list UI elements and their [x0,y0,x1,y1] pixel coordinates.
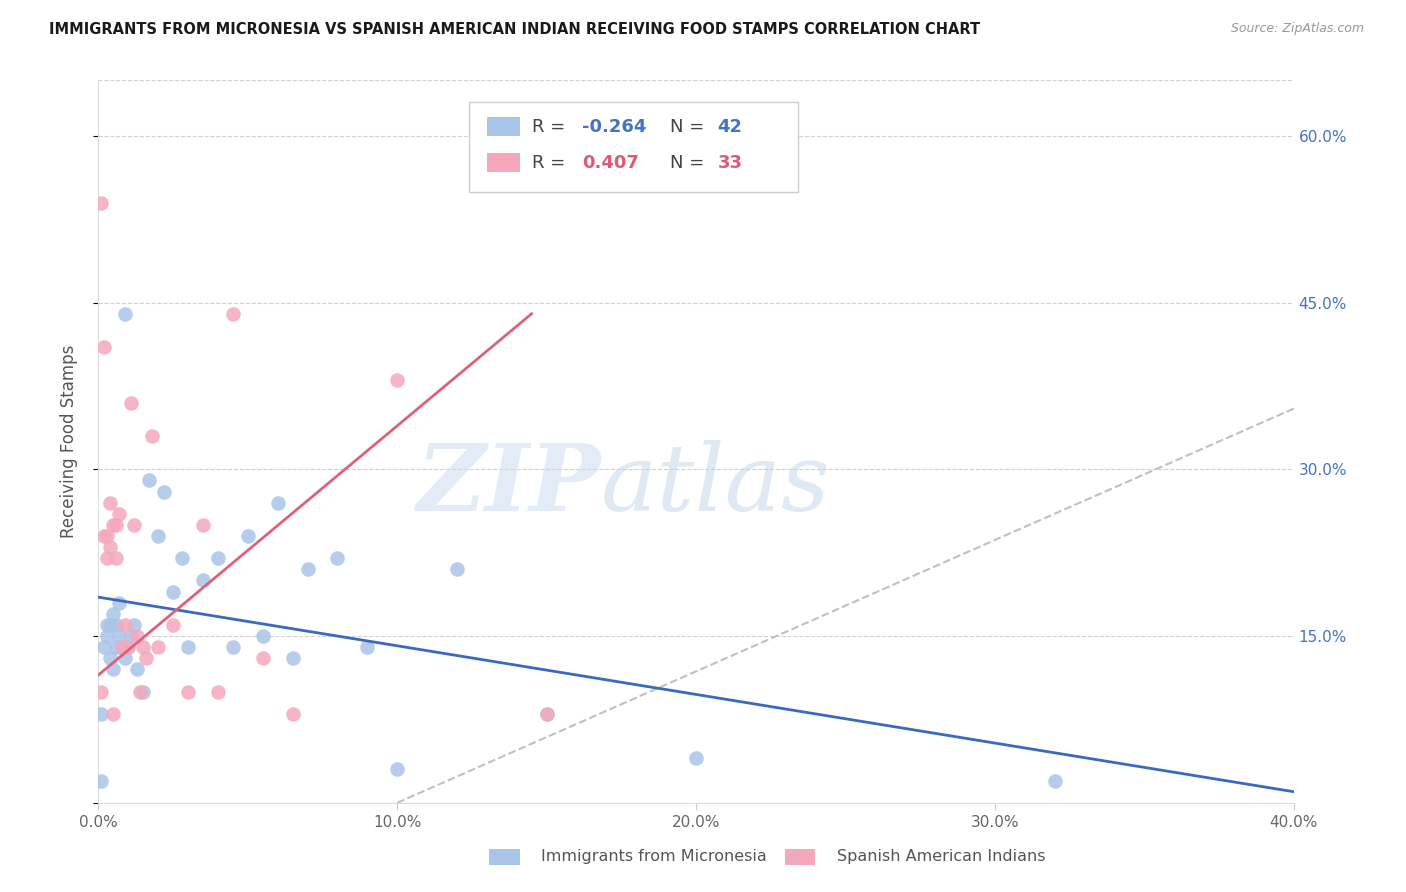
Text: 33: 33 [717,153,742,171]
Point [105,618,128,632]
Point [124,517,146,532]
Point [96,618,118,632]
Point [222,307,245,321]
Text: N =: N = [669,153,710,171]
Point [98,618,122,632]
Point [108,507,131,521]
Point [162,618,184,632]
Text: 42: 42 [717,118,742,136]
Text: atlas: atlas [600,440,830,530]
Point [385,763,409,777]
Point [93,640,115,655]
Point [385,373,409,387]
Point [127,662,149,676]
Point [103,706,125,721]
Point [252,629,274,643]
Point [132,640,155,655]
Text: Spanish American Indians: Spanish American Indians [837,849,1045,863]
Point [105,517,128,532]
Point [117,640,139,655]
Point [536,706,558,721]
Point [96,551,118,566]
Text: -0.264: -0.264 [582,118,647,136]
Text: R =: R = [533,118,571,136]
Point [120,629,142,643]
Text: ZIP: ZIP [416,440,600,530]
Point [162,584,184,599]
FancyBboxPatch shape [486,117,520,136]
Point [236,529,259,543]
Point [114,307,136,321]
Point [105,551,128,566]
Point [148,529,170,543]
Point [191,574,214,588]
Point [98,540,122,554]
Point [90,706,112,721]
Text: R =: R = [533,153,576,171]
Point [536,706,558,721]
Point [90,684,112,698]
Point [326,551,349,566]
Point [98,651,122,665]
Point [685,751,707,765]
Point [105,640,128,655]
Text: 0.407: 0.407 [582,153,640,171]
Point [135,651,157,665]
Point [191,517,214,532]
Point [117,640,139,655]
Point [252,651,274,665]
FancyBboxPatch shape [470,102,797,193]
Point [127,629,149,643]
Point [446,562,468,576]
Point [281,706,304,721]
Point [96,529,118,543]
Text: Source: ZipAtlas.com: Source: ZipAtlas.com [1230,22,1364,36]
Point [93,529,115,543]
Point [129,684,152,698]
Point [356,640,378,655]
Point [90,773,112,788]
Point [98,496,122,510]
Point [153,484,176,499]
Point [108,596,131,610]
Point [108,629,131,643]
Point [120,395,142,409]
Point [207,684,229,698]
Point [172,551,194,566]
Point [93,340,115,354]
Point [281,651,304,665]
Point [103,517,125,532]
Point [177,640,200,655]
Point [141,429,163,443]
Point [111,640,134,655]
Point [111,640,134,655]
Point [114,618,136,632]
Point [103,662,125,676]
Point [267,496,290,510]
FancyBboxPatch shape [486,153,520,172]
Text: IMMIGRANTS FROM MICRONESIA VS SPANISH AMERICAN INDIAN RECEIVING FOOD STAMPS CORR: IMMIGRANTS FROM MICRONESIA VS SPANISH AM… [49,22,980,37]
Point [96,629,118,643]
Point [103,607,125,621]
Text: Immigrants from Micronesia: Immigrants from Micronesia [541,849,768,863]
Point [177,684,200,698]
Text: N =: N = [669,118,710,136]
Point [1043,773,1066,788]
Point [90,195,112,210]
Point [124,618,146,632]
Point [132,684,155,698]
Point [297,562,319,576]
Y-axis label: Receiving Food Stamps: Receiving Food Stamps [59,345,77,538]
Point [222,640,245,655]
Point [114,651,136,665]
Point [207,551,229,566]
Point [148,640,170,655]
Point [138,474,160,488]
